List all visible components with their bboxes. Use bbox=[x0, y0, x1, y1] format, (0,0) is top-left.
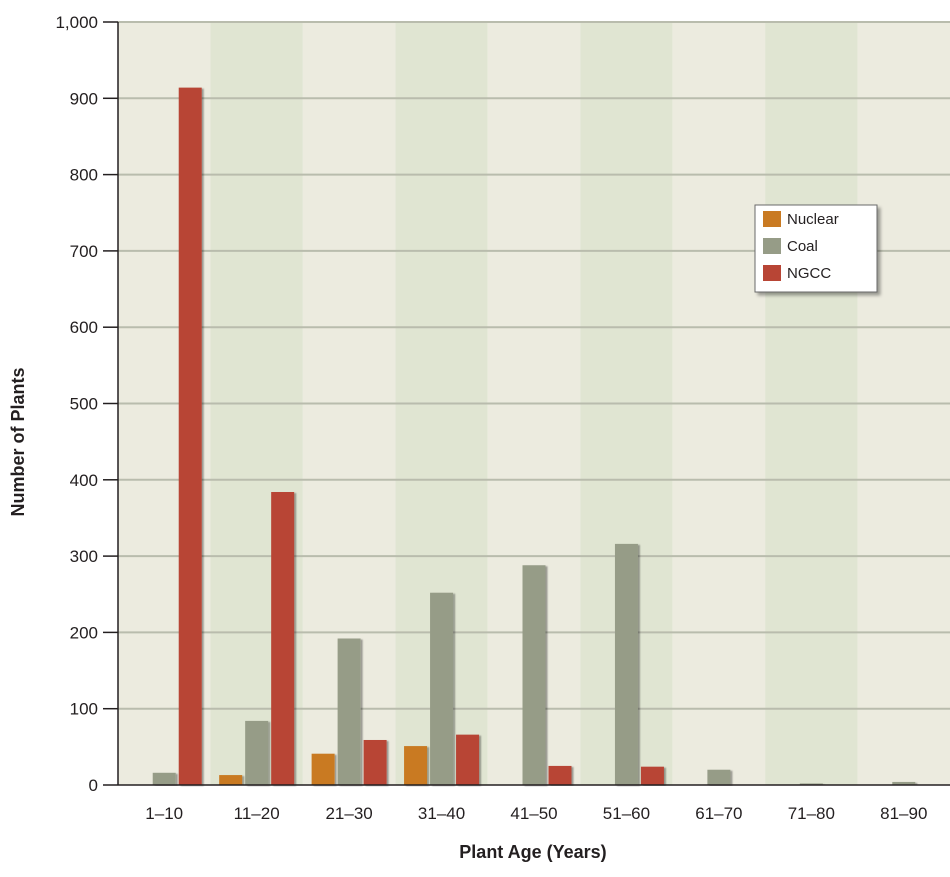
y-tick-label: 900 bbox=[70, 89, 98, 108]
bar-nuclear-3 bbox=[311, 753, 335, 785]
bar-ngcc-4 bbox=[456, 734, 480, 785]
bar-coal-2 bbox=[245, 720, 269, 785]
x-tick-label: 51–60 bbox=[603, 804, 650, 823]
x-tick-label: 1–10 bbox=[145, 804, 183, 823]
legend-label-coal: Coal bbox=[787, 238, 818, 255]
x-tick-label: 21–30 bbox=[325, 804, 372, 823]
y-tick-label: 100 bbox=[70, 700, 98, 719]
y-tick-label: 800 bbox=[70, 166, 98, 185]
y-tick-label: 600 bbox=[70, 318, 98, 337]
bar-ngcc-3 bbox=[363, 739, 387, 785]
x-tick-label: 61–70 bbox=[695, 804, 742, 823]
bar-coal-3 bbox=[337, 638, 361, 785]
bars bbox=[152, 87, 916, 786]
x-tick-label: 31–40 bbox=[418, 804, 465, 823]
bar-coal-1 bbox=[152, 772, 176, 785]
y-axis-title: Number of Plants bbox=[8, 367, 28, 516]
x-tick-label: 81–90 bbox=[880, 804, 927, 823]
x-tick-label: 11–20 bbox=[234, 804, 280, 823]
bar-nuclear-2 bbox=[219, 775, 243, 785]
y-tick-label: 500 bbox=[70, 395, 98, 414]
x-tick-label: 41–50 bbox=[510, 804, 557, 823]
y-tick-label: 1,000 bbox=[55, 13, 98, 32]
bar-ngcc-6 bbox=[640, 766, 664, 785]
bar-coal-9 bbox=[892, 781, 916, 785]
y-tick-label: 400 bbox=[70, 471, 98, 490]
legend-label-nuclear: Nuclear bbox=[787, 211, 839, 228]
legend-swatch-ngcc bbox=[763, 265, 781, 281]
y-tick-label: 300 bbox=[70, 547, 98, 566]
legend-swatch-nuclear bbox=[763, 211, 781, 227]
bar-coal-5 bbox=[522, 565, 546, 785]
bar-ngcc-2 bbox=[271, 492, 295, 785]
legend-swatch-coal bbox=[763, 238, 781, 254]
y-tick-label: 0 bbox=[89, 776, 98, 795]
x-axis-ticks: 1–10 11–20 21–30 31–40 41–50 51–60 61–70 71–80 8… bbox=[145, 804, 927, 823]
bar-nuclear-4 bbox=[404, 746, 428, 785]
bar-coal-7 bbox=[707, 769, 731, 785]
y-tick-label: 700 bbox=[70, 242, 98, 261]
gridlines bbox=[118, 21, 950, 710]
y-tick-label: 200 bbox=[70, 623, 98, 642]
legend-label-ngcc: NGCC bbox=[787, 265, 831, 282]
bar-ngcc-5 bbox=[548, 765, 572, 785]
bar-coal-4 bbox=[430, 592, 454, 785]
y-axis-ticks: 0 100 200 300 400 500 600 700 800 900 1,000 bbox=[55, 13, 118, 795]
x-tick-label: 71–80 bbox=[788, 804, 835, 823]
bar-coal-8 bbox=[799, 783, 823, 785]
bar-coal-6 bbox=[614, 543, 638, 785]
x-axis-title: Plant Age (Years) bbox=[459, 842, 606, 862]
legend: Nuclear Coal NGCC bbox=[754, 204, 878, 293]
bar-ngcc-1 bbox=[178, 87, 202, 786]
